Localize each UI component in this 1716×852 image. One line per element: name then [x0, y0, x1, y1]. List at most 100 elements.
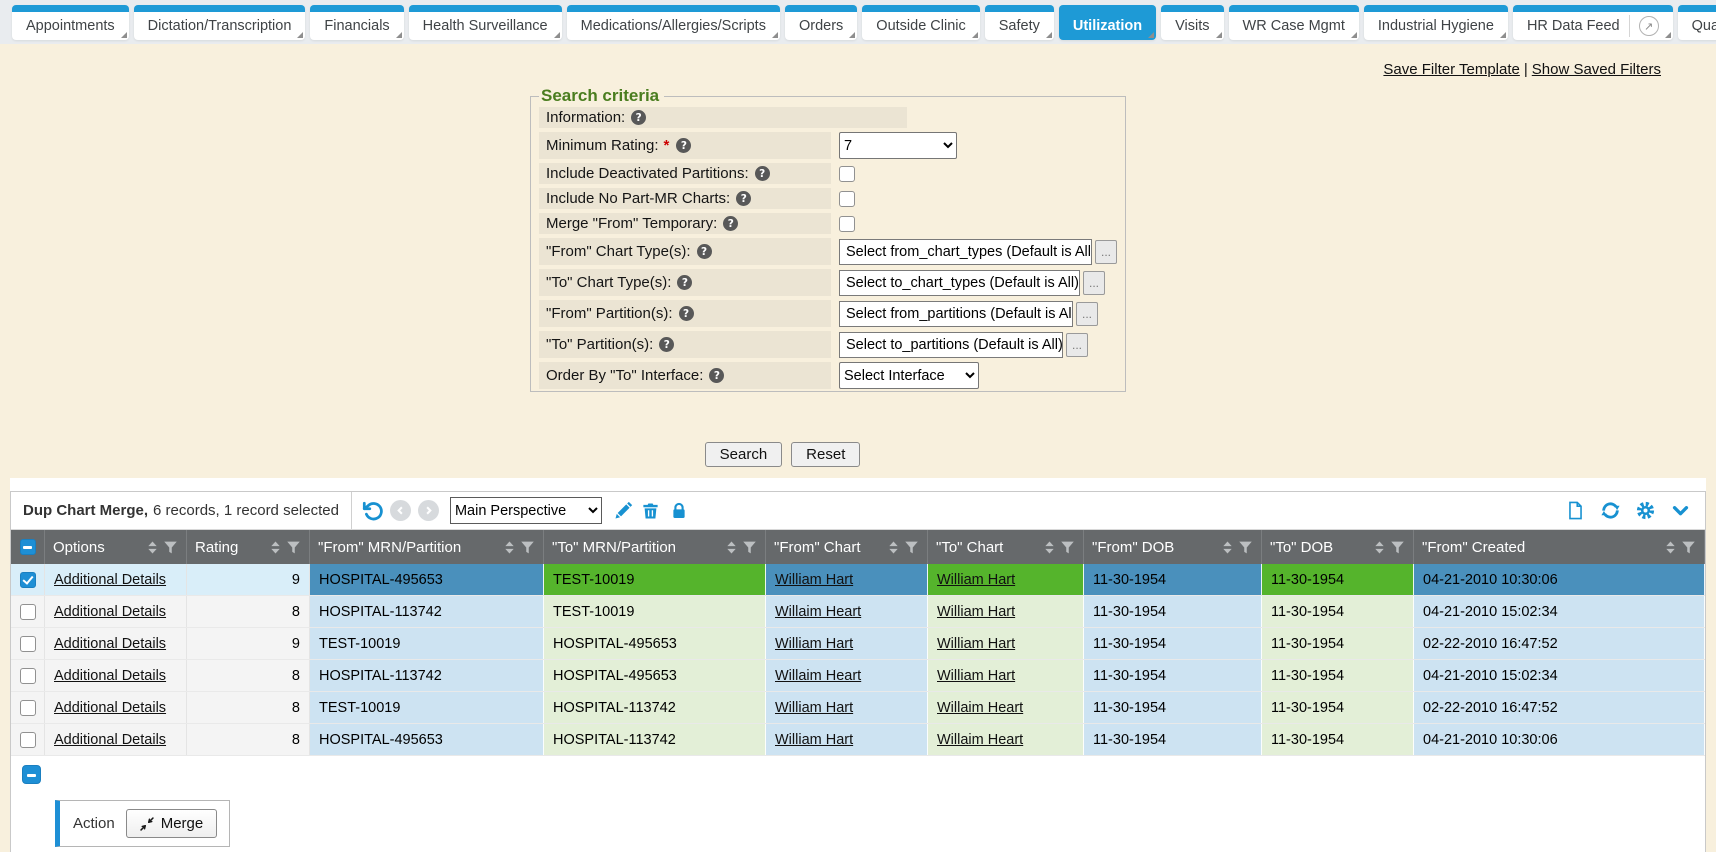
- tab-health-surveillance[interactable]: Health Surveillance: [408, 5, 562, 40]
- column-header-rating[interactable]: Rating: [187, 530, 310, 564]
- from-partitions-field[interactable]: Select from_partitions (Default is All): [839, 300, 1073, 327]
- sort-icon[interactable]: [146, 540, 159, 555]
- from-chart-types-field[interactable]: Select from_chart_types (Default is All): [839, 238, 1092, 265]
- column-header-from_created[interactable]: "From" Created: [1414, 530, 1705, 564]
- previous-page-icon[interactable]: [388, 498, 414, 524]
- filter-icon[interactable]: [286, 540, 301, 555]
- tab-quality-of-care[interactable]: Quality of Care: [1677, 5, 1716, 40]
- tab-medications-allergies-scripts[interactable]: Medications/Allergies/Scripts: [566, 5, 780, 40]
- delete-trash-icon[interactable]: [638, 498, 664, 524]
- row-select-checkbox[interactable]: [19, 603, 36, 620]
- include-deactivated-partitions-checkbox[interactable]: [839, 165, 855, 182]
- help-icon[interactable]: ?: [677, 275, 693, 290]
- tab-financials[interactable]: Financials: [310, 5, 404, 40]
- sort-icon[interactable]: [1043, 540, 1056, 555]
- column-header-from_dob[interactable]: "From" DOB: [1084, 530, 1262, 564]
- filter-icon[interactable]: [1390, 540, 1405, 555]
- help-icon[interactable]: ?: [736, 191, 752, 206]
- column-header-from_chart[interactable]: "From" Chart: [766, 530, 928, 564]
- search-button[interactable]: Search: [704, 442, 783, 467]
- save-filter-template-link[interactable]: Save Filter Template: [1383, 61, 1520, 78]
- reset-button[interactable]: Reset: [791, 442, 861, 467]
- from_chart-link[interactable]: Willaim Heart: [775, 667, 862, 684]
- column-header-to_chart[interactable]: "To" Chart: [928, 530, 1084, 564]
- tab-safety[interactable]: Safety: [984, 5, 1054, 40]
- tab-dictation-transcription[interactable]: Dictation/Transcription: [133, 5, 306, 40]
- tab-industrial-hygiene[interactable]: Industrial Hygiene: [1363, 5, 1508, 40]
- filter-icon[interactable]: [904, 540, 919, 555]
- edit-pencil-icon[interactable]: [610, 498, 636, 524]
- help-icon[interactable]: ?: [631, 110, 647, 125]
- to_chart-link[interactable]: William Hart: [937, 571, 1016, 588]
- show-saved-filters-link[interactable]: Show Saved Filters: [1531, 61, 1661, 78]
- sort-icon[interactable]: [887, 540, 900, 555]
- tab-appointments[interactable]: Appointments: [12, 5, 129, 40]
- filter-icon[interactable]: [520, 540, 535, 555]
- new-document-icon[interactable]: [1562, 498, 1588, 524]
- column-header-options[interactable]: Options: [45, 530, 187, 564]
- options-link[interactable]: Additional Details: [54, 603, 167, 620]
- to_chart-link[interactable]: William Hart: [937, 667, 1016, 684]
- column-header-checkbox[interactable]: [11, 530, 45, 564]
- sort-icon[interactable]: [725, 540, 738, 555]
- undo-icon[interactable]: [360, 498, 386, 524]
- row-select-checkbox[interactable]: [19, 635, 36, 652]
- sort-icon[interactable]: [1373, 540, 1386, 555]
- options-link[interactable]: Additional Details: [54, 571, 167, 588]
- row-select-checkbox[interactable]: [19, 571, 36, 588]
- sort-icon[interactable]: [503, 540, 516, 555]
- chevron-down-icon[interactable]: [1667, 498, 1693, 524]
- from_chart-link[interactable]: William Hart: [775, 571, 854, 588]
- help-icon[interactable]: ?: [709, 368, 725, 383]
- row-select-checkbox[interactable]: [19, 731, 36, 748]
- to-partitions-field[interactable]: Select to_partitions (Default is All): [839, 331, 1063, 358]
- external-link-icon[interactable]: ↗: [1638, 16, 1659, 36]
- row-select-checkbox[interactable]: [19, 667, 36, 684]
- help-icon[interactable]: ?: [678, 306, 694, 321]
- to-partitions-browse-button[interactable]: ...: [1066, 332, 1088, 357]
- gear-icon[interactable]: [1632, 498, 1658, 524]
- tab-utilization[interactable]: Utilization: [1058, 5, 1157, 40]
- tab-hr-data-feed[interactable]: HR Data Feed ↗: [1512, 5, 1673, 40]
- to_chart-link[interactable]: William Hart: [937, 603, 1016, 620]
- filter-icon[interactable]: [163, 540, 178, 555]
- from-chart-types-browse-button[interactable]: ...: [1095, 239, 1117, 264]
- merge-button[interactable]: Merge: [125, 809, 218, 838]
- to_chart-link[interactable]: Willaim Heart: [937, 699, 1024, 716]
- help-icon[interactable]: ?: [696, 244, 712, 259]
- column-header-to_dob[interactable]: "To" DOB: [1262, 530, 1414, 564]
- tab-wr-case-mgmt[interactable]: WR Case Mgmt: [1228, 5, 1359, 40]
- to_chart-link[interactable]: William Hart: [937, 635, 1016, 652]
- sort-icon[interactable]: [1664, 540, 1677, 555]
- from_chart-link[interactable]: William Hart: [775, 731, 854, 748]
- options-link[interactable]: Additional Details: [54, 635, 167, 652]
- column-header-from_mrn[interactable]: "From" MRN/Partition: [310, 530, 544, 564]
- merge-from-temporary-checkbox[interactable]: [839, 215, 855, 232]
- options-link[interactable]: Additional Details: [54, 699, 167, 716]
- minimum-rating-select[interactable]: 7: [839, 132, 957, 159]
- row-select-checkbox[interactable]: [19, 699, 36, 716]
- from_chart-link[interactable]: William Hart: [775, 699, 854, 716]
- select-none-checkbox[interactable]: [22, 765, 41, 784]
- filter-icon[interactable]: [1238, 540, 1253, 555]
- help-icon[interactable]: ?: [754, 166, 770, 181]
- filter-icon[interactable]: [742, 540, 757, 555]
- lock-icon[interactable]: [666, 498, 692, 524]
- from_chart-link[interactable]: William Hart: [775, 635, 854, 652]
- options-link[interactable]: Additional Details: [54, 731, 167, 748]
- help-icon[interactable]: ?: [723, 216, 739, 231]
- column-header-to_mrn[interactable]: "To" MRN/Partition: [544, 530, 766, 564]
- perspective-select[interactable]: Main Perspective: [449, 497, 602, 524]
- next-page-icon[interactable]: [416, 498, 442, 524]
- help-icon[interactable]: ?: [676, 138, 692, 153]
- select-all-checkbox[interactable]: [19, 539, 36, 555]
- tab-orders[interactable]: Orders: [784, 5, 858, 40]
- from-partitions-browse-button[interactable]: ...: [1076, 301, 1098, 326]
- filter-icon[interactable]: [1060, 540, 1075, 555]
- sort-icon[interactable]: [1221, 540, 1234, 555]
- sort-icon[interactable]: [269, 540, 282, 555]
- tab-outside-clinic[interactable]: Outside Clinic: [862, 5, 980, 40]
- order-by-to-interface-select[interactable]: Select Interface: [839, 362, 979, 389]
- to-chart-types-browse-button[interactable]: ...: [1083, 270, 1105, 295]
- include-no-part-mr-charts-checkbox[interactable]: [839, 190, 855, 207]
